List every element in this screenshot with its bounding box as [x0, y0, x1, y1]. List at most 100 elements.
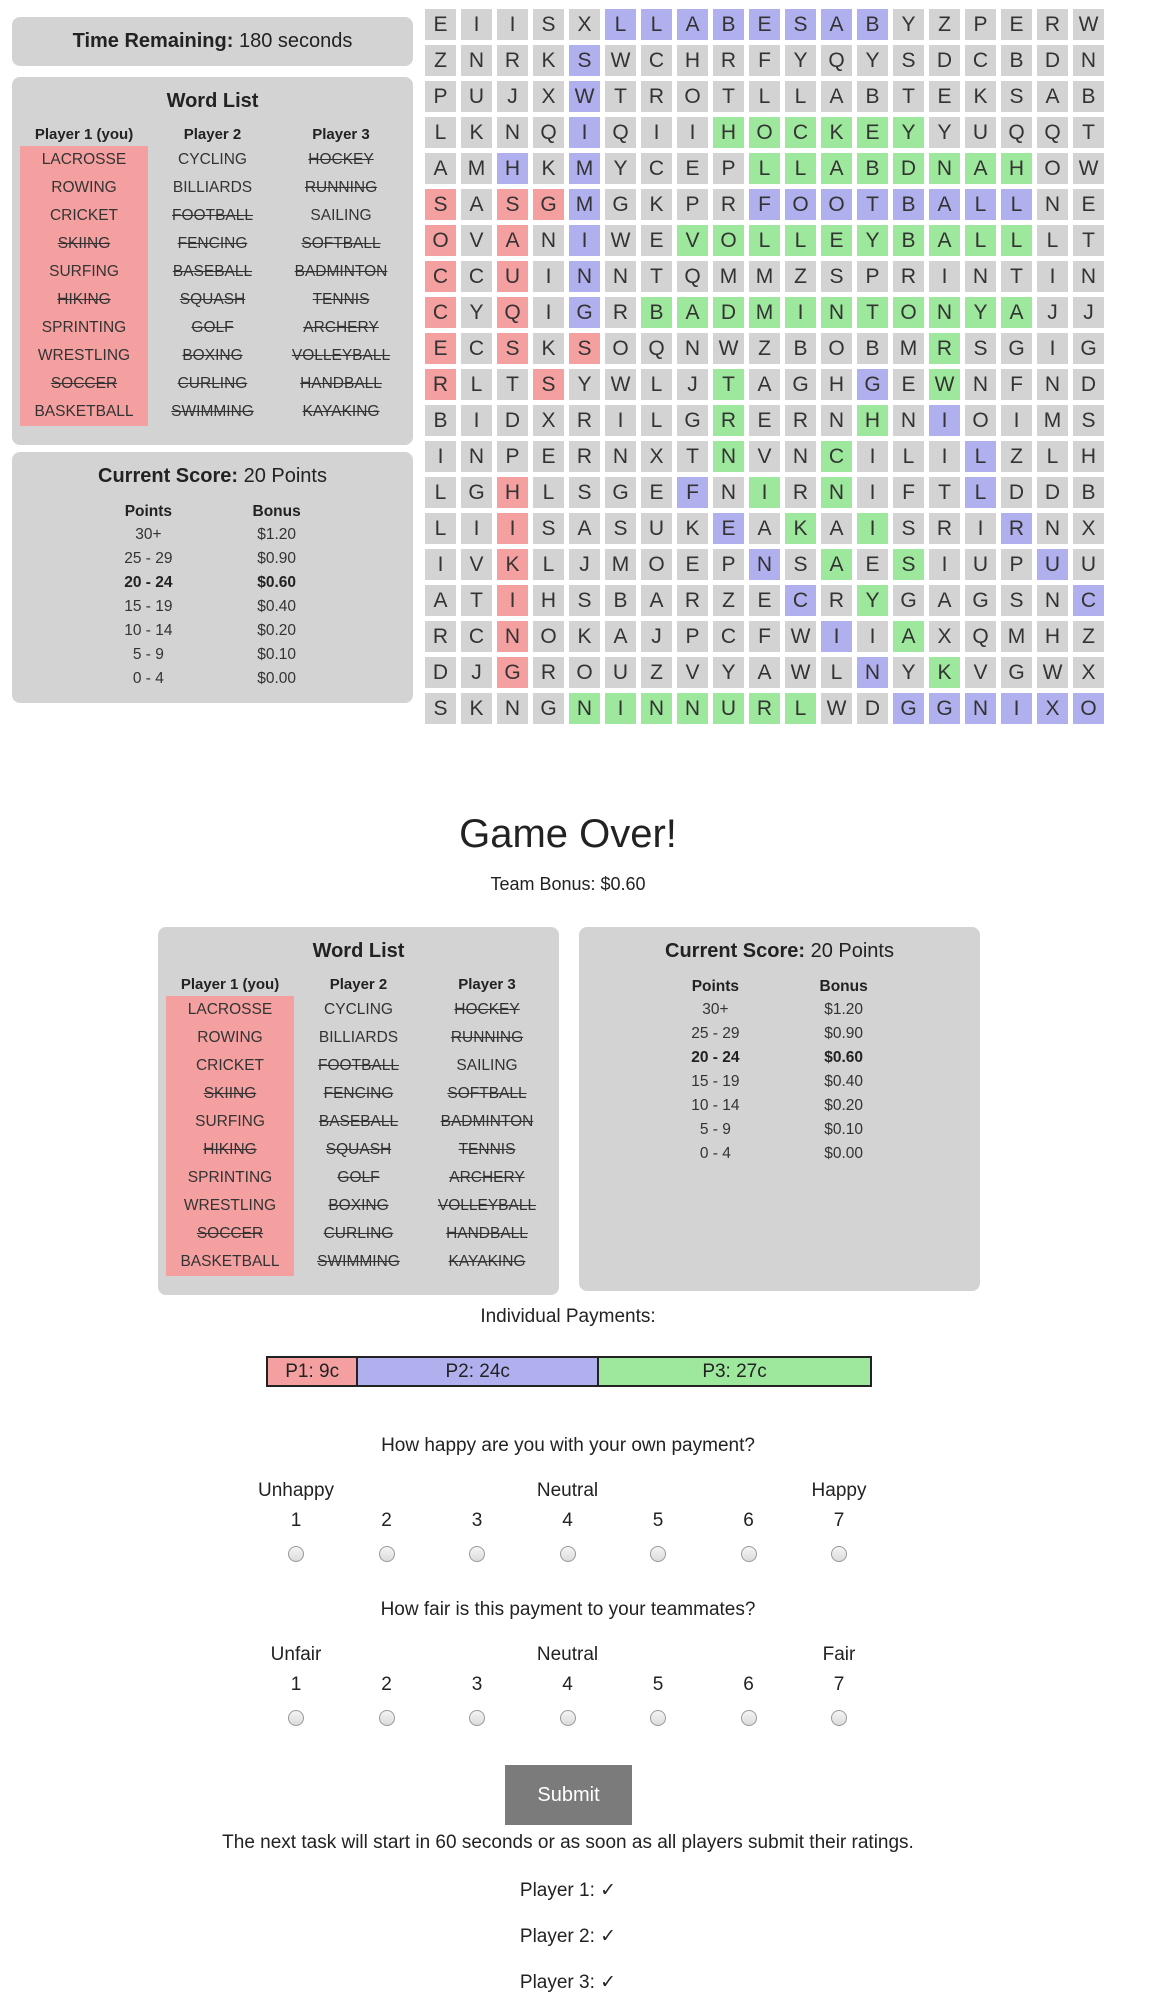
- rating-radio-3[interactable]: [469, 1546, 485, 1562]
- grid-cell[interactable]: Z: [425, 45, 456, 76]
- grid-cell[interactable]: E: [425, 9, 456, 40]
- grid-cell[interactable]: K: [929, 657, 960, 688]
- grid-cell[interactable]: I: [1037, 261, 1068, 292]
- grid-cell[interactable]: D: [425, 657, 456, 688]
- grid-cell[interactable]: I: [929, 405, 960, 436]
- grid-cell[interactable]: K: [569, 621, 600, 652]
- grid-cell[interactable]: E: [641, 477, 672, 508]
- grid-cell[interactable]: I: [1037, 333, 1068, 364]
- grid-cell[interactable]: A: [1037, 81, 1068, 112]
- rating-radio-3[interactable]: [469, 1710, 485, 1726]
- grid-cell[interactable]: I: [749, 477, 780, 508]
- grid-cell[interactable]: B: [1073, 477, 1104, 508]
- grid-cell[interactable]: G: [569, 297, 600, 328]
- grid-cell[interactable]: O: [749, 117, 780, 148]
- grid-cell[interactable]: L: [785, 153, 816, 184]
- grid-cell[interactable]: E: [677, 549, 708, 580]
- grid-cell[interactable]: Q: [605, 117, 636, 148]
- grid-cell[interactable]: C: [461, 333, 492, 364]
- grid-cell[interactable]: Q: [677, 261, 708, 292]
- grid-cell[interactable]: N: [1037, 513, 1068, 544]
- grid-cell[interactable]: X: [929, 621, 960, 652]
- grid-cell[interactable]: U: [965, 117, 996, 148]
- grid-cell[interactable]: C: [461, 621, 492, 652]
- grid-cell[interactable]: J: [641, 621, 672, 652]
- grid-cell[interactable]: Q: [641, 333, 672, 364]
- grid-cell[interactable]: K: [533, 333, 564, 364]
- grid-cell[interactable]: U: [1037, 549, 1068, 580]
- grid-cell[interactable]: B: [893, 189, 924, 220]
- grid-cell[interactable]: S: [425, 693, 456, 724]
- grid-cell[interactable]: E: [929, 81, 960, 112]
- grid-cell[interactable]: T: [461, 585, 492, 616]
- grid-cell[interactable]: C: [785, 117, 816, 148]
- grid-cell[interactable]: F: [749, 621, 780, 652]
- grid-cell[interactable]: L: [749, 153, 780, 184]
- grid-cell[interactable]: L: [533, 549, 564, 580]
- grid-cell[interactable]: K: [641, 189, 672, 220]
- grid-cell[interactable]: L: [461, 369, 492, 400]
- grid-cell[interactable]: L: [533, 477, 564, 508]
- grid-cell[interactable]: N: [605, 261, 636, 292]
- grid-cell[interactable]: M: [569, 189, 600, 220]
- grid-cell[interactable]: H: [1037, 621, 1068, 652]
- grid-cell[interactable]: T: [497, 369, 528, 400]
- grid-cell[interactable]: L: [785, 693, 816, 724]
- grid-cell[interactable]: M: [569, 153, 600, 184]
- grid-cell[interactable]: S: [893, 549, 924, 580]
- grid-cell[interactable]: M: [461, 153, 492, 184]
- grid-cell[interactable]: N: [893, 405, 924, 436]
- grid-cell[interactable]: R: [929, 333, 960, 364]
- rating-radio-5[interactable]: [650, 1546, 666, 1562]
- grid-cell[interactable]: I: [605, 693, 636, 724]
- grid-cell[interactable]: W: [605, 45, 636, 76]
- grid-cell[interactable]: B: [785, 333, 816, 364]
- grid-cell[interactable]: L: [785, 81, 816, 112]
- grid-cell[interactable]: N: [677, 333, 708, 364]
- grid-cell[interactable]: T: [929, 477, 960, 508]
- grid-cell[interactable]: V: [965, 657, 996, 688]
- grid-cell[interactable]: N: [821, 477, 852, 508]
- grid-cell[interactable]: A: [749, 513, 780, 544]
- grid-cell[interactable]: T: [713, 369, 744, 400]
- grid-cell[interactable]: G: [785, 369, 816, 400]
- grid-cell[interactable]: Z: [749, 333, 780, 364]
- grid-cell[interactable]: I: [821, 621, 852, 652]
- grid-cell[interactable]: A: [569, 513, 600, 544]
- grid-cell[interactable]: A: [749, 369, 780, 400]
- grid-cell[interactable]: N: [713, 477, 744, 508]
- grid-cell[interactable]: D: [1073, 369, 1104, 400]
- grid-cell[interactable]: I: [677, 117, 708, 148]
- grid-cell[interactable]: A: [425, 153, 456, 184]
- grid-cell[interactable]: U: [461, 81, 492, 112]
- grid-cell[interactable]: N: [569, 693, 600, 724]
- grid-cell[interactable]: L: [965, 189, 996, 220]
- grid-cell[interactable]: U: [713, 693, 744, 724]
- grid-cell[interactable]: L: [1037, 441, 1068, 472]
- grid-cell[interactable]: P: [965, 9, 996, 40]
- grid-cell[interactable]: B: [1073, 81, 1104, 112]
- grid-cell[interactable]: H: [713, 117, 744, 148]
- rating-radio-4[interactable]: [559, 1546, 576, 1562]
- rating-radio-1[interactable]: [288, 1710, 304, 1726]
- grid-cell[interactable]: I: [1001, 693, 1032, 724]
- grid-cell[interactable]: R: [893, 261, 924, 292]
- grid-cell[interactable]: Z: [785, 261, 816, 292]
- grid-cell[interactable]: Z: [1001, 441, 1032, 472]
- grid-cell[interactable]: I: [533, 261, 564, 292]
- grid-cell[interactable]: O: [605, 333, 636, 364]
- grid-cell[interactable]: N: [569, 261, 600, 292]
- grid-cell[interactable]: R: [569, 405, 600, 436]
- grid-cell[interactable]: R: [605, 297, 636, 328]
- grid-cell[interactable]: Y: [785, 45, 816, 76]
- grid-cell[interactable]: G: [1001, 333, 1032, 364]
- grid-cell[interactable]: K: [965, 81, 996, 112]
- grid-cell[interactable]: P: [425, 81, 456, 112]
- grid-cell[interactable]: K: [533, 45, 564, 76]
- grid-cell[interactable]: M: [1001, 621, 1032, 652]
- grid-cell[interactable]: I: [857, 621, 888, 652]
- grid-cell[interactable]: M: [713, 261, 744, 292]
- grid-cell[interactable]: V: [677, 225, 708, 256]
- grid-cell[interactable]: N: [677, 693, 708, 724]
- grid-cell[interactable]: N: [497, 693, 528, 724]
